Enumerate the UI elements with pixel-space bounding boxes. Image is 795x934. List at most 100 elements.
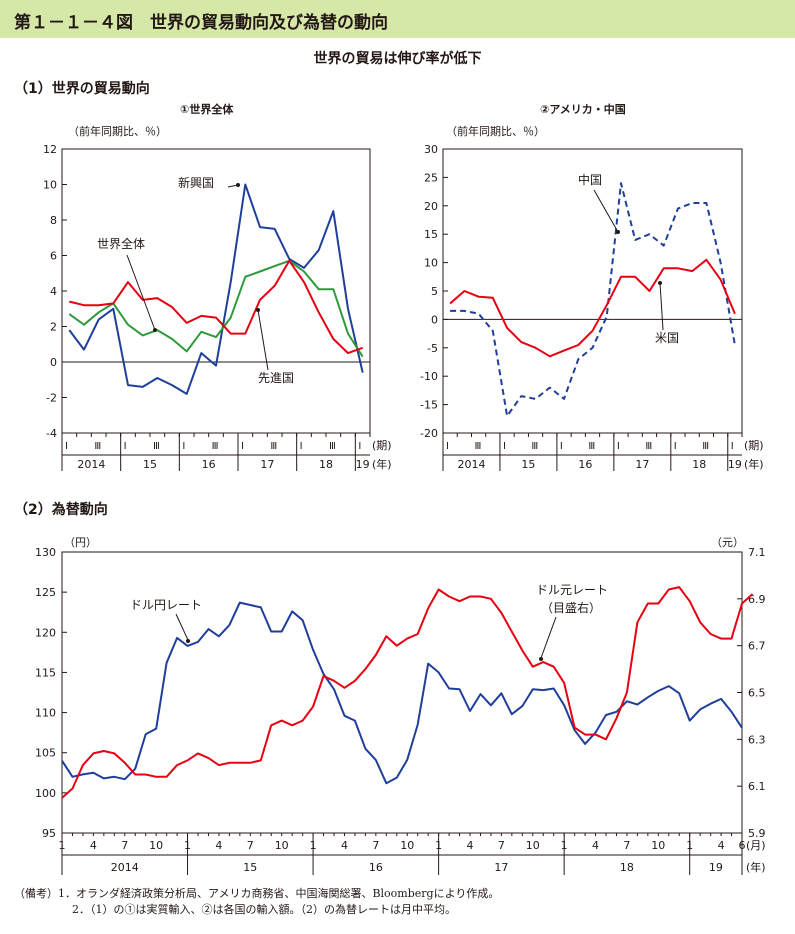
panel2-quarter-label: Ⅲ	[588, 441, 595, 452]
fx-annotation-rightscale: （目盛右）	[541, 600, 601, 615]
panel2-annotation: 中国	[578, 172, 602, 187]
fx-ytick-left-label: 100	[35, 787, 56, 800]
fx-leader-head-usdjpy	[186, 639, 190, 643]
panel2-annotation: 米国	[655, 331, 679, 345]
panel1-quarter-label: I	[65, 441, 68, 452]
fx-month-label: 10	[149, 839, 163, 852]
panel1-quarter-label: I	[300, 441, 303, 452]
fx-leader-usdjpy	[175, 613, 189, 641]
panel1-year-label: 16	[202, 458, 216, 471]
fx-month-label: 10	[526, 839, 540, 852]
panel2-year-label: 19	[728, 458, 742, 471]
panel2-leader	[659, 282, 664, 331]
section1-label: （1）世界の貿易動向	[14, 81, 150, 97]
panel1-quarter-label: I	[124, 441, 127, 452]
fx-year-unit: (年)	[746, 860, 766, 874]
panel2-quarter-label: I	[674, 441, 677, 452]
panel1-leader	[126, 254, 156, 331]
panel1-ytick-label: 0	[50, 356, 57, 369]
fx-leader-usdcny	[540, 616, 557, 659]
panel2-ytick-label: 10	[424, 257, 438, 270]
panel2-ytick-label: -15	[420, 399, 438, 412]
fx-ytick-right-label: 6.1	[748, 780, 766, 793]
fx-month-label: 7	[372, 839, 379, 852]
panel2-leader-head	[616, 230, 620, 234]
panel1-quarter-label: Ⅲ	[94, 441, 101, 452]
panel1-title: ①世界全体	[180, 103, 234, 116]
fx-year-label: 19	[709, 861, 723, 874]
panel2-quarter-label: I	[446, 441, 449, 452]
notes: （備考）1．オランダ経済政策分析局、アメリカ商務省、中国海関総署、Bloombe…	[14, 886, 499, 918]
panel2-ytick-label: -20	[420, 427, 438, 440]
fx-ytick-left-label: 125	[35, 586, 56, 599]
panel2-year-label: 17	[635, 458, 649, 471]
fx-series-0	[61, 601, 743, 785]
fx-ytick-right-label: 6.7	[748, 640, 766, 653]
fx-month-label: 7	[623, 839, 630, 852]
panel1-leader-head	[236, 183, 240, 187]
panel2-year-label: 2014	[457, 458, 485, 471]
panel2-title: ②アメリカ・中国	[540, 103, 626, 116]
panel1-year-label: 2014	[77, 458, 105, 471]
panel1-year-label: 19	[356, 458, 370, 471]
panel1-ytick-label: 8	[50, 214, 57, 227]
panel2-series-0	[450, 182, 736, 417]
panel2-ytick-label: 30	[424, 143, 438, 156]
figure-title: 第１－１－４図 世界の貿易動向及び為替の動向	[14, 13, 388, 33]
panel1-year-label: 15	[143, 458, 157, 471]
panel2-quarter-label: Ⅲ	[645, 441, 652, 452]
notes-line2: 2．（1）の①は実質輸入、②は各国の輸入額。（2）の為替レートは月中平均。	[72, 903, 456, 916]
panel1-annotation: 先進国	[258, 371, 294, 385]
panel1-quarter-label: I	[241, 441, 244, 452]
panel2-series-1	[449, 258, 736, 358]
panel2-ytick-label: -10	[420, 370, 438, 383]
panel1-leader	[257, 309, 269, 371]
figure-header: 第１－１－４図 世界の貿易動向及び為替の動向	[0, 0, 795, 38]
fx-ytick-right-label: 6.5	[748, 687, 766, 700]
panel1-series-1	[68, 259, 364, 358]
panel2-ytick-label: 20	[424, 200, 438, 213]
notes-line1: 1．オランダ経済政策分析局、アメリカ商務省、中国海関総署、Bloombergによ…	[58, 887, 500, 900]
panel1-leader-head	[256, 308, 260, 312]
fx-year-label: 18	[620, 861, 634, 874]
panel1-ylabel: （前年同期比、％）	[68, 124, 167, 138]
panel2-year-label: 18	[692, 458, 706, 471]
fx-annotation-usdcny: ドル元レート	[536, 583, 608, 597]
panel1-annotation: 新興国	[178, 175, 214, 190]
fx-ytick-right-label: 6.9	[748, 593, 766, 606]
panel2-leader-head	[658, 281, 662, 285]
panel2-ytick-label: 0	[431, 313, 438, 326]
panel1-frame	[61, 148, 371, 434]
fx-frame	[61, 551, 743, 834]
panel2-year-label: 16	[578, 458, 592, 471]
panel1-ytick-label: 4	[50, 285, 57, 298]
panel1-ytick-label: 2	[50, 321, 57, 334]
fx-ytick-left-label: 130	[35, 546, 56, 559]
fx-annotation-usdjpy: ドル円レート	[130, 598, 202, 612]
fx-series-1	[61, 586, 754, 799]
panel2-year-unit: (年)	[744, 457, 764, 471]
fx-month-label: 7	[247, 839, 254, 852]
fx-year-label: 2014	[111, 861, 139, 874]
fx-month-label: 10	[651, 839, 665, 852]
panel1-ytick-label: 12	[43, 143, 57, 156]
panel1-year-unit: (年)	[372, 457, 392, 471]
fx-month-label: 4	[718, 839, 725, 852]
notes-lead: （備考）	[14, 887, 58, 900]
panel1-ytick-label: 10	[43, 179, 57, 192]
panel1-annotation: 世界全体	[97, 236, 145, 251]
panel1-leader-head	[153, 328, 157, 332]
panel2-ytick-label: 15	[424, 228, 438, 241]
fx-ytick-left-label: 110	[35, 707, 56, 720]
fx-month-label: 10	[275, 839, 289, 852]
panel1-period-unit: (期)	[372, 439, 392, 452]
fx-year-label: 17	[494, 861, 508, 874]
panel1-quarter-label: Ⅲ	[329, 441, 336, 452]
panel2-quarter-label: I	[560, 441, 563, 452]
fx-leader-head-usdcny	[539, 657, 543, 661]
fx-month-label: 4	[592, 839, 599, 852]
fx-ylabel-left: （円）	[64, 536, 97, 549]
fx-ytick-left-label: 105	[35, 747, 56, 760]
fx-month-label: 4	[215, 839, 222, 852]
